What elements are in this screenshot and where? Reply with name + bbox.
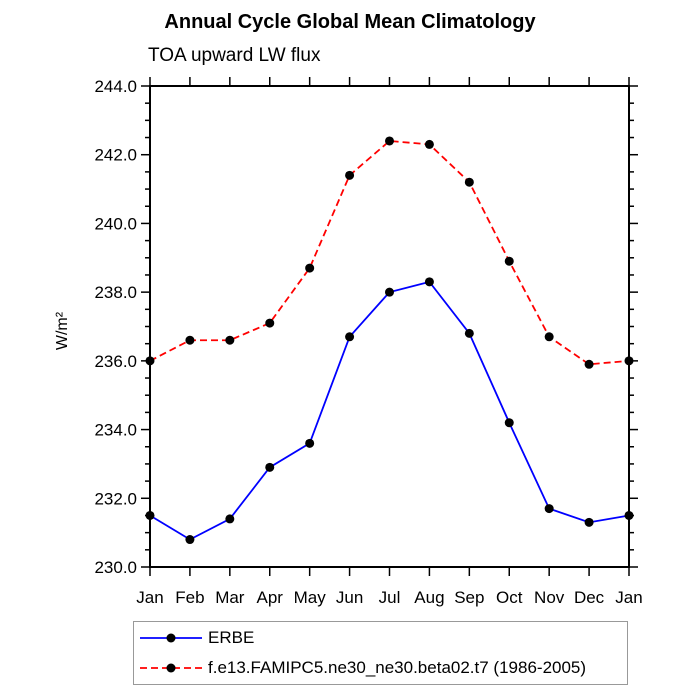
data-point-marker <box>305 438 315 448</box>
y-axis-tick-label: 242.0 <box>94 146 137 165</box>
x-axis-tick-label: Jan <box>136 588 163 607</box>
data-point-marker <box>584 517 594 527</box>
legend-item-erbe: ERBE <box>134 623 627 653</box>
data-point-marker <box>185 535 195 545</box>
y-axis-tick-label: 238.0 <box>94 283 137 302</box>
data-point-marker <box>464 177 474 187</box>
y-axis-tick-label: 244.0 <box>94 77 137 96</box>
y-axis-tick-label: 234.0 <box>94 421 137 440</box>
legend-item-model: f.e13.FAMIPC5.ne30_ne30.beta02.t7 (1986-… <box>134 653 627 683</box>
legend-label-erbe: ERBE <box>208 628 255 647</box>
data-point-marker <box>624 510 634 520</box>
series-line-0 <box>149 280 630 541</box>
data-point-marker <box>544 332 554 342</box>
data-point-marker <box>464 328 474 338</box>
data-point-marker <box>424 277 434 287</box>
data-point-marker <box>145 510 155 520</box>
data-point-marker <box>504 256 514 266</box>
legend-label-model: f.e13.FAMIPC5.ne30_ne30.beta02.t7 (1986-… <box>208 658 587 677</box>
x-axis-tick-label: Jan <box>615 588 642 607</box>
data-point-marker <box>265 462 275 472</box>
data-point-marker <box>185 335 195 345</box>
x-axis-tick-label: Dec <box>574 588 605 607</box>
data-point-marker <box>345 332 355 342</box>
y-axis-tick-label: 230.0 <box>94 558 137 577</box>
model-sample-marker-icon <box>166 663 176 673</box>
series-line-1 <box>149 140 630 366</box>
data-point-marker <box>624 356 634 366</box>
x-axis-tick-label: Sep <box>454 588 484 607</box>
data-point-marker <box>424 139 434 149</box>
data-point-marker <box>544 504 554 514</box>
data-point-marker <box>265 318 275 328</box>
data-point-marker <box>305 263 315 273</box>
x-axis-tick-label: May <box>294 588 327 607</box>
x-axis-tick-label: Nov <box>534 588 565 607</box>
chart-title: Annual Cycle Global Mean Climatology <box>164 11 536 33</box>
model-line-sample <box>140 663 202 673</box>
data-point-marker <box>504 418 514 428</box>
x-axis-tick-label: Apr <box>257 588 284 607</box>
y-axis-tick-label: 232.0 <box>94 489 137 508</box>
x-axis-tick-label: Jul <box>379 588 401 607</box>
erbe-line-sample <box>140 633 202 643</box>
erbe-sample-marker-icon <box>166 633 176 643</box>
data-point-marker <box>385 136 394 146</box>
data-point-marker <box>345 170 355 180</box>
data-point-marker <box>385 287 394 297</box>
data-point-marker <box>145 356 155 366</box>
x-axis-tick-label: Jun <box>336 588 363 607</box>
plot-frame <box>149 85 630 568</box>
data-point-marker <box>225 514 235 524</box>
x-axis-tick-label: Aug <box>414 588 444 607</box>
x-axis-tick-label: Oct <box>496 588 523 607</box>
y-axis-tick-label: 236.0 <box>94 352 137 371</box>
y-axis-tick-label: 240.0 <box>94 214 137 233</box>
x-axis-tick-label: Mar <box>215 588 245 607</box>
data-point-marker <box>225 335 235 345</box>
data-point-marker <box>584 359 594 369</box>
legend-box: ERBE f.e13.FAMIPC5.ne30_ne30.beta02.t7 (… <box>133 621 628 685</box>
chart-subtitle: TOA upward LW flux <box>148 45 321 66</box>
x-axis-tick-label: Feb <box>175 588 204 607</box>
